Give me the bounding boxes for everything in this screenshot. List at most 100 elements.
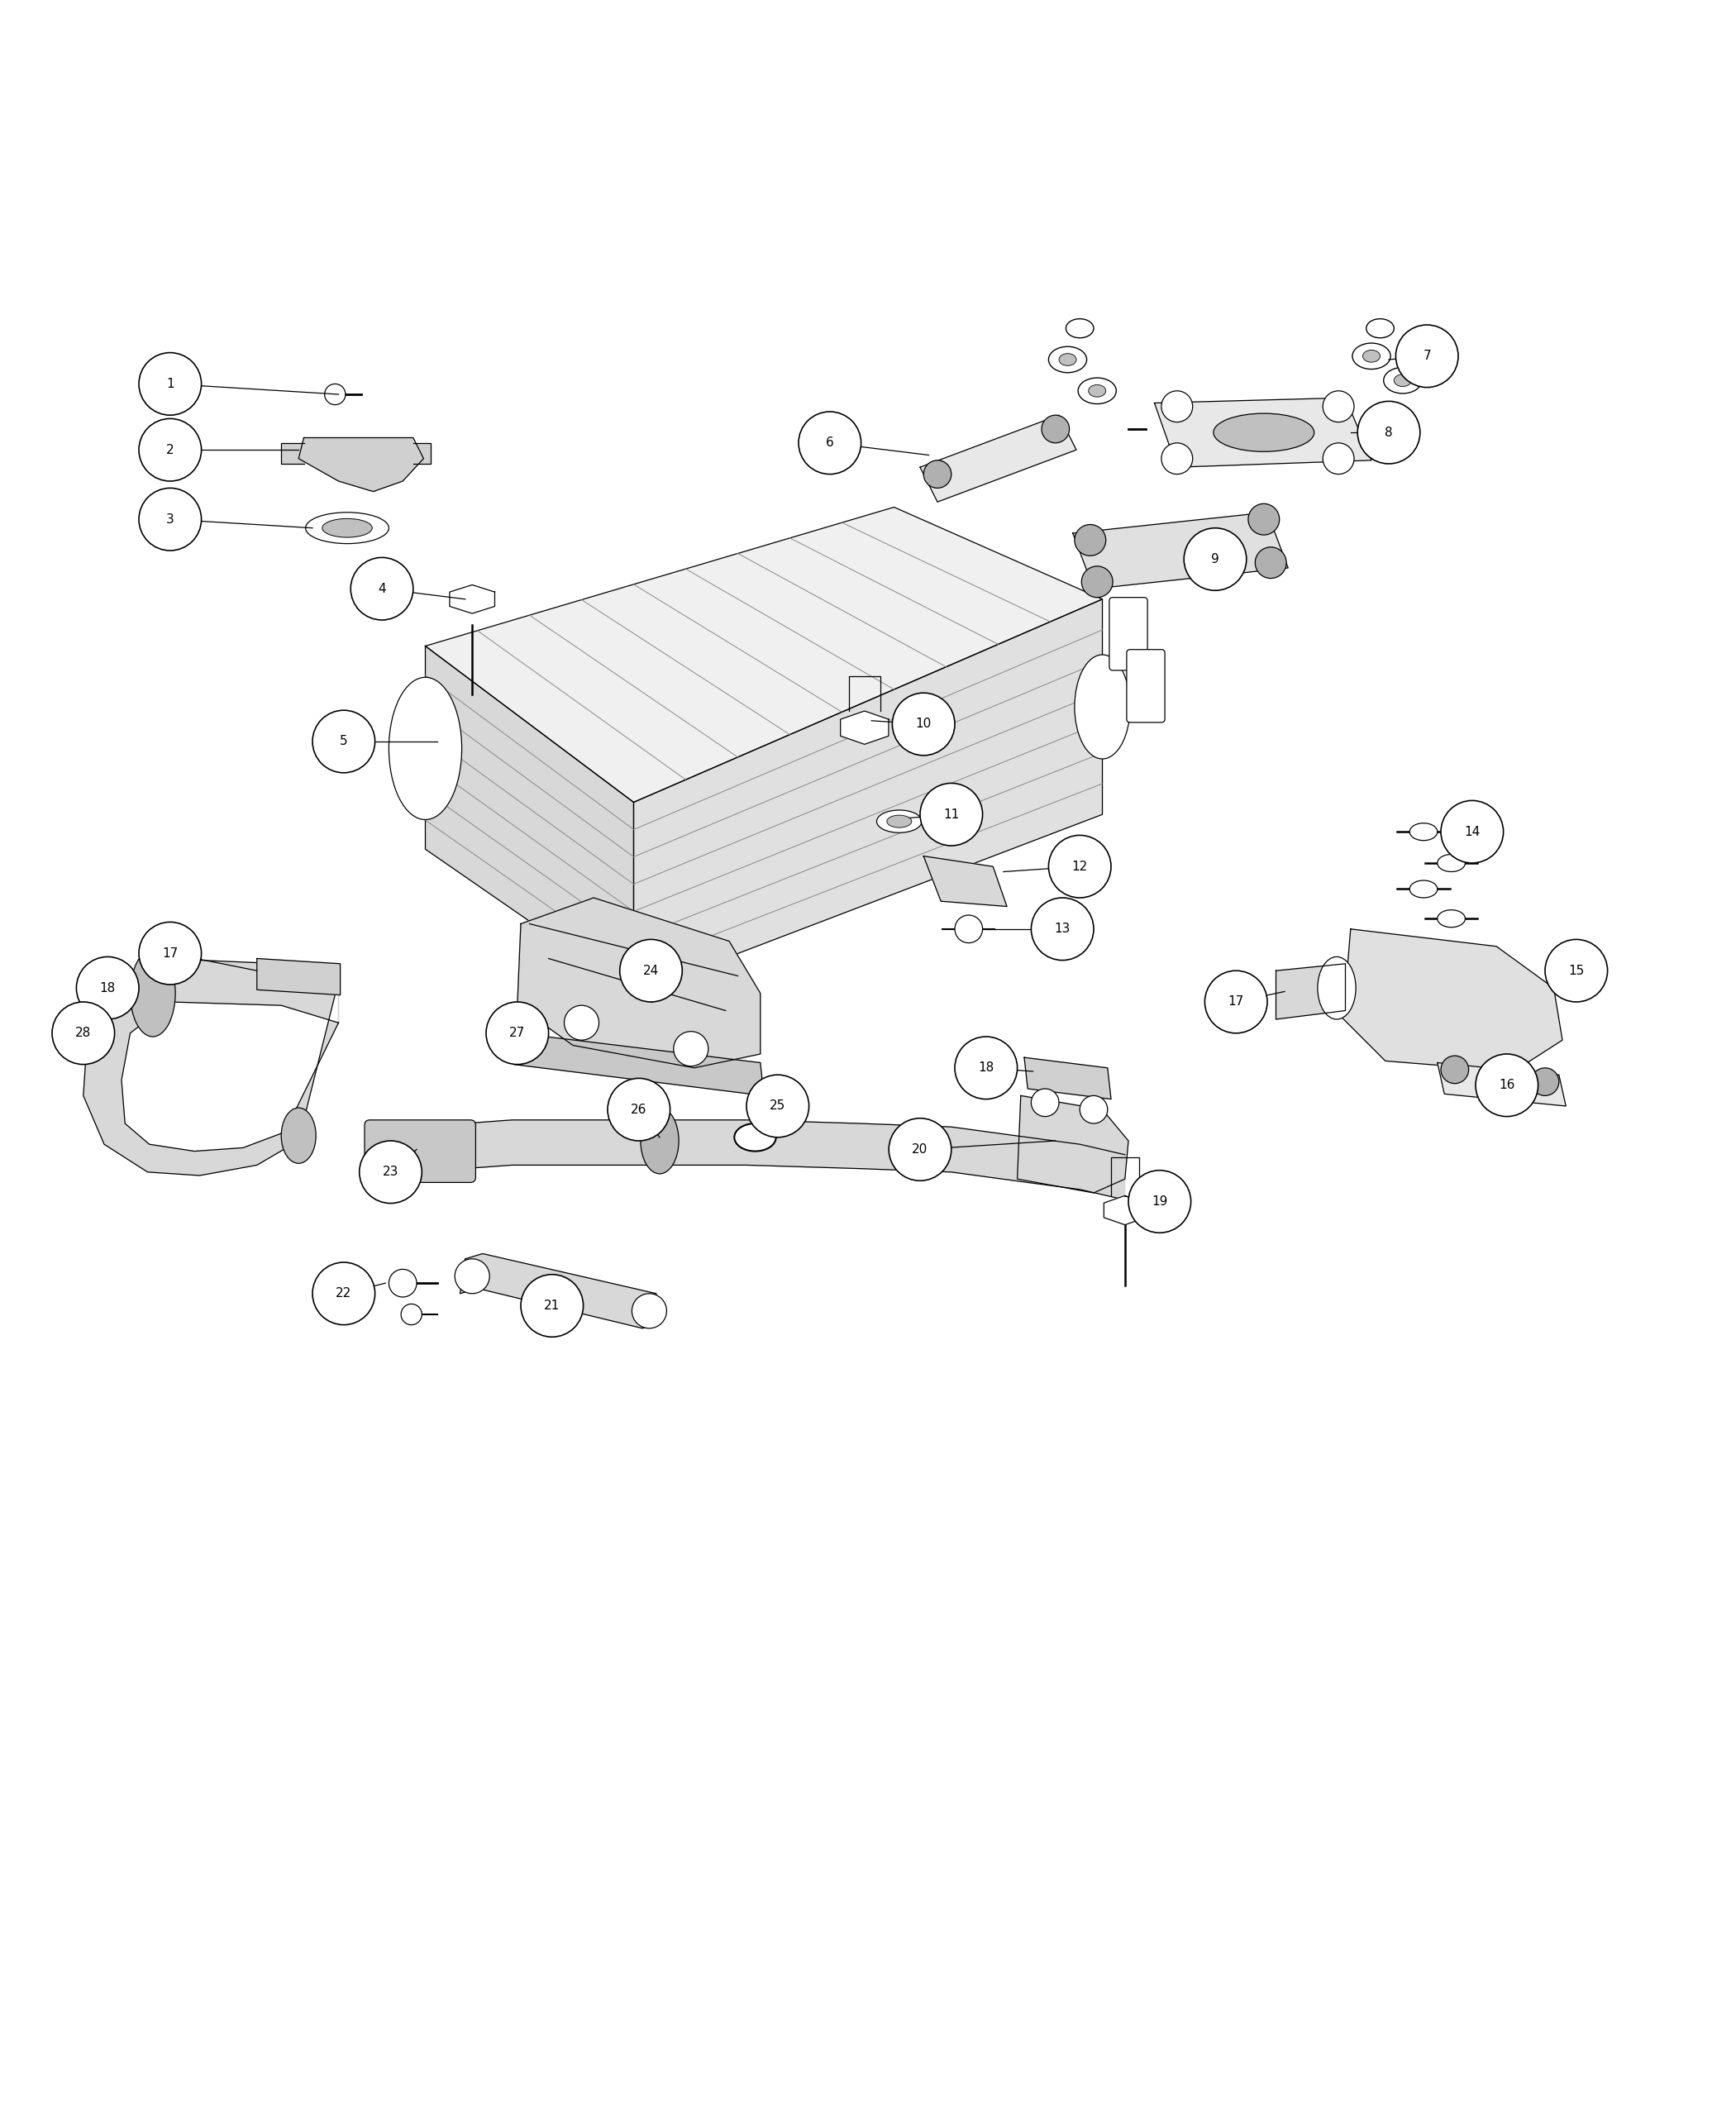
- Circle shape: [1441, 801, 1503, 862]
- Polygon shape: [924, 856, 1007, 906]
- Ellipse shape: [1059, 354, 1076, 365]
- Text: 6: 6: [826, 436, 833, 449]
- Text: 23: 23: [382, 1166, 399, 1178]
- Ellipse shape: [1437, 854, 1465, 873]
- Polygon shape: [517, 898, 760, 1069]
- Polygon shape: [1073, 512, 1288, 588]
- Ellipse shape: [1363, 350, 1380, 363]
- Circle shape: [1248, 504, 1279, 535]
- Ellipse shape: [1384, 367, 1422, 394]
- Circle shape: [799, 411, 861, 474]
- Polygon shape: [83, 959, 339, 1176]
- Circle shape: [608, 1079, 670, 1140]
- Polygon shape: [257, 959, 340, 995]
- FancyBboxPatch shape: [365, 1119, 476, 1183]
- Circle shape: [892, 694, 955, 755]
- Text: 11: 11: [943, 807, 960, 820]
- Circle shape: [1031, 1088, 1059, 1117]
- Circle shape: [632, 1294, 667, 1328]
- Circle shape: [521, 1275, 583, 1336]
- Text: 15: 15: [1568, 965, 1585, 976]
- Circle shape: [486, 1001, 549, 1065]
- Text: 10: 10: [915, 719, 932, 729]
- Circle shape: [52, 1001, 115, 1065]
- FancyBboxPatch shape: [1127, 649, 1165, 723]
- Circle shape: [325, 384, 345, 405]
- Circle shape: [455, 1258, 490, 1294]
- FancyBboxPatch shape: [1109, 597, 1147, 670]
- Circle shape: [889, 1117, 951, 1180]
- Circle shape: [389, 1269, 417, 1296]
- Circle shape: [674, 1031, 708, 1067]
- Text: 7: 7: [1424, 350, 1430, 363]
- Circle shape: [351, 557, 413, 620]
- Circle shape: [924, 460, 951, 489]
- Circle shape: [955, 1037, 1017, 1098]
- Text: 1: 1: [167, 377, 174, 390]
- Text: 20: 20: [911, 1143, 929, 1155]
- Text: 13: 13: [1054, 923, 1071, 936]
- Circle shape: [620, 940, 682, 1001]
- Circle shape: [139, 352, 201, 415]
- Ellipse shape: [1078, 377, 1116, 405]
- Ellipse shape: [130, 951, 175, 1037]
- Text: 3: 3: [167, 512, 174, 525]
- Circle shape: [955, 915, 983, 942]
- Polygon shape: [840, 710, 889, 744]
- Ellipse shape: [1049, 346, 1087, 373]
- Circle shape: [1476, 1054, 1538, 1117]
- Circle shape: [1031, 898, 1094, 961]
- Polygon shape: [299, 438, 424, 491]
- Circle shape: [1396, 325, 1458, 388]
- Text: 24: 24: [642, 965, 660, 976]
- Text: 28: 28: [75, 1027, 92, 1039]
- Circle shape: [920, 784, 983, 845]
- Text: 9: 9: [1212, 552, 1219, 565]
- Circle shape: [139, 489, 201, 550]
- Circle shape: [312, 1263, 375, 1324]
- Ellipse shape: [1410, 822, 1437, 841]
- Text: 21: 21: [543, 1299, 561, 1311]
- Circle shape: [1082, 567, 1113, 597]
- Text: 14: 14: [1463, 826, 1481, 839]
- Circle shape: [401, 1305, 422, 1324]
- Ellipse shape: [1352, 344, 1391, 369]
- Text: 18: 18: [99, 982, 116, 995]
- Polygon shape: [634, 599, 1102, 993]
- Circle shape: [139, 419, 201, 481]
- Circle shape: [1545, 940, 1608, 1001]
- Ellipse shape: [1394, 375, 1411, 386]
- Circle shape: [564, 1006, 599, 1039]
- Ellipse shape: [734, 1124, 776, 1151]
- Polygon shape: [281, 443, 304, 464]
- Polygon shape: [1017, 1096, 1128, 1193]
- Polygon shape: [413, 443, 431, 464]
- Text: 5: 5: [340, 736, 347, 748]
- Polygon shape: [425, 645, 634, 993]
- Circle shape: [1184, 527, 1246, 590]
- Circle shape: [1128, 1170, 1191, 1233]
- Text: 25: 25: [769, 1100, 786, 1113]
- Circle shape: [1323, 443, 1354, 474]
- Circle shape: [1075, 525, 1106, 557]
- Circle shape: [139, 921, 201, 984]
- Ellipse shape: [641, 1109, 679, 1174]
- Text: 17: 17: [161, 946, 179, 959]
- Polygon shape: [920, 415, 1076, 502]
- Ellipse shape: [887, 816, 911, 828]
- Circle shape: [359, 1140, 422, 1204]
- Polygon shape: [1024, 1058, 1111, 1098]
- Circle shape: [1161, 443, 1193, 474]
- Polygon shape: [1437, 1062, 1566, 1107]
- Text: 12: 12: [1071, 860, 1088, 873]
- Ellipse shape: [1213, 413, 1314, 451]
- Circle shape: [746, 1075, 809, 1138]
- Text: 4: 4: [378, 582, 385, 594]
- Polygon shape: [460, 1254, 660, 1328]
- Text: 2: 2: [167, 443, 174, 455]
- Polygon shape: [450, 584, 495, 613]
- Ellipse shape: [877, 809, 922, 833]
- Circle shape: [1049, 835, 1111, 898]
- Text: 26: 26: [630, 1102, 648, 1115]
- Text: 27: 27: [509, 1027, 526, 1039]
